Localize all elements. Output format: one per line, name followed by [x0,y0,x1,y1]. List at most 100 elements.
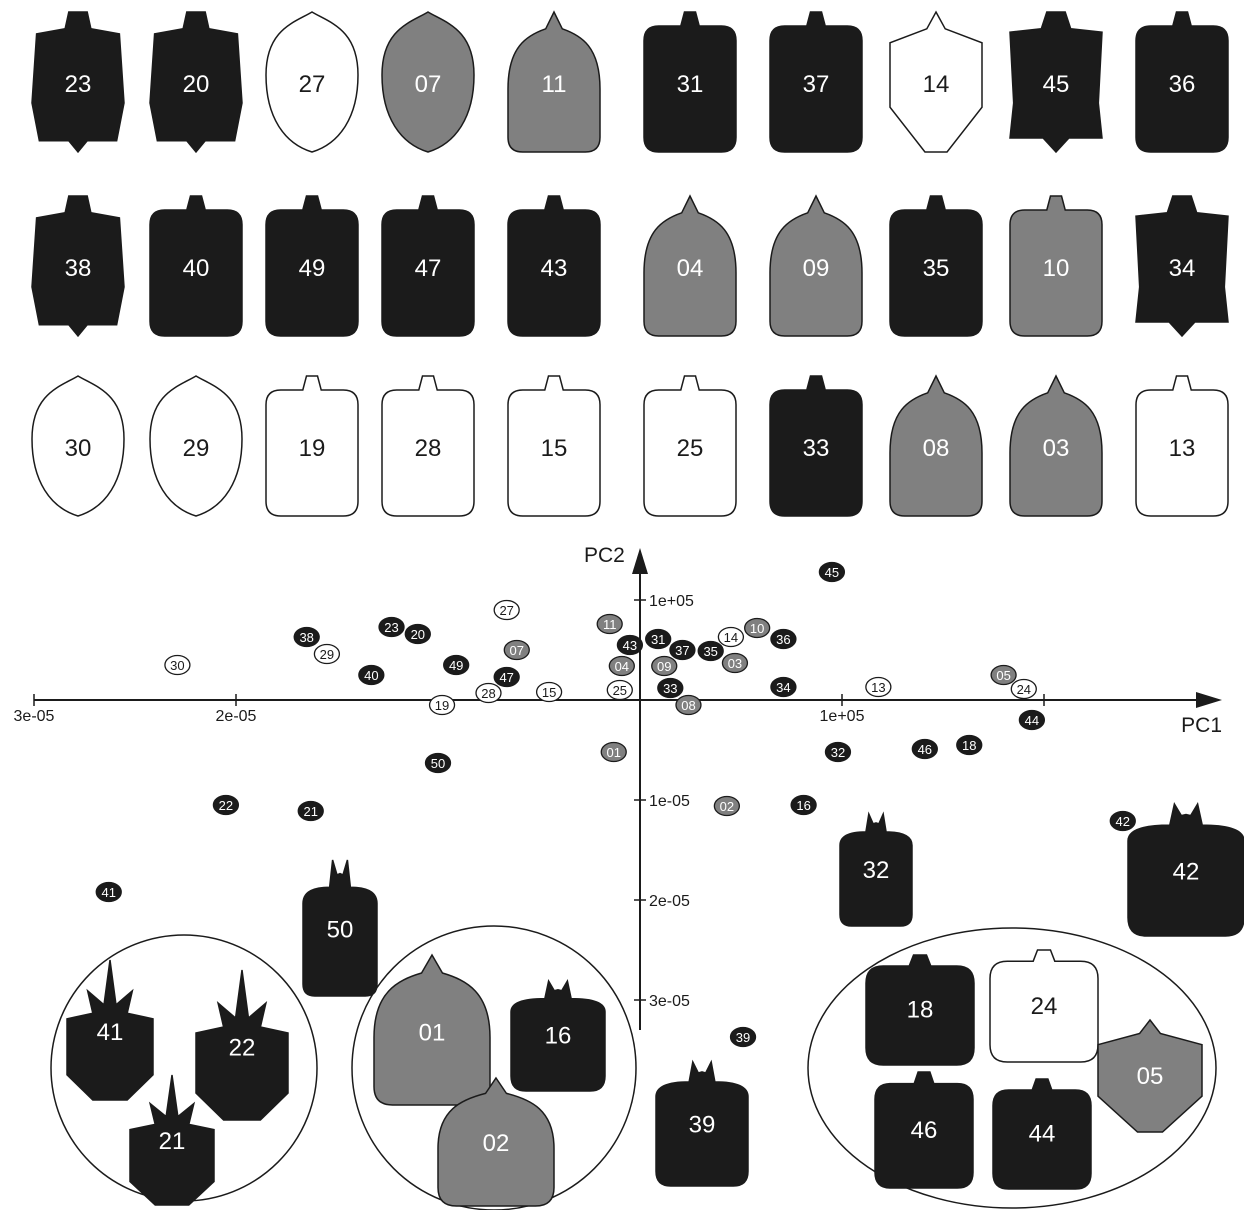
point-marker [535,681,563,703]
callout-leaf-22: 22 [195,969,289,1121]
callout-group-middle: 01 16 02 [351,925,637,1210]
leaf-silhouette-icon [149,195,243,337]
scatter-point-33: 33 [657,677,684,699]
leaf-silhouette-icon [889,195,983,337]
leaf-id-label: 36 [1169,71,1196,98]
point-marker [911,738,938,760]
leaf-silhouette-icon [989,949,1099,1063]
leaf-silhouette-icon [865,954,975,1066]
leaf-id-label: 03 [1043,435,1070,462]
callout-group-left: 41 22 21 [50,934,318,1206]
point-marker [770,628,797,650]
gallery-leaf-40: 40 [149,195,243,337]
leaf-silhouette-icon [373,953,491,1106]
leaf-silhouette-icon [889,374,983,517]
leaf-silhouette-icon [1009,11,1103,154]
point-marker [657,677,684,699]
leaf-silhouette-icon [1135,195,1229,338]
callout-leaf-46: 46 [874,1071,974,1189]
leaf-silhouette-icon [655,1059,749,1187]
point-marker [675,694,702,716]
leaf-id-label: 46 [911,1117,938,1144]
leaf-id-label: 23 [65,71,92,98]
gallery-leaf-36: 36 [1135,11,1229,153]
gallery-leaf-11: 11 [507,10,601,153]
point-marker [824,741,852,763]
point-label: 23 [384,620,398,635]
scatter-point-19: 19 [428,694,456,716]
scatter-point-39: 39 [729,1026,757,1048]
point-label: 03 [728,656,742,671]
scatter-point-18: 18 [956,734,983,756]
point-label: 01 [607,745,621,760]
leaf-silhouette-icon [381,195,475,337]
leaf-id-label: 41 [97,1019,124,1046]
scatter-point-02: 02 [713,795,741,817]
leaf-id-label: 31 [677,71,704,98]
x-axis-arrow-icon [1196,692,1222,708]
point-label: 21 [304,804,318,819]
point-label: 39 [736,1030,750,1045]
group-boundary [351,925,637,1210]
point-marker [1010,678,1037,700]
scatter-point-38: 38 [293,626,320,648]
leaf-id-label: 09 [803,255,830,282]
point-label: 09 [657,659,671,674]
point-label: 30 [170,658,184,673]
callout-leaf-50: 50 [302,859,378,997]
x-tick-label: 2e-05 [216,708,257,725]
callout-leaf-44: 44 [992,1078,1092,1190]
leaf-id-label: 19 [299,435,326,462]
scatter-point-22: 22 [212,794,240,816]
leaf-id-label: 43 [541,255,568,282]
leaf-id-label: 27 [299,71,326,98]
y-tick-label: 3e-05 [649,993,690,1010]
scatter-point-42: 42 [1109,810,1136,832]
group-boundary [807,927,1217,1209]
point-marker [616,634,644,656]
point-label: 07 [510,643,524,658]
scatter-point-04: 04 [608,655,635,677]
gallery-leaf-34: 34 [1135,195,1229,338]
leaf-silhouette-icon [1009,195,1103,337]
leaf-silhouette-icon [889,10,983,153]
point-label: 32 [831,745,845,760]
leaf-silhouette-icon [507,375,601,517]
point-label: 50 [431,756,445,771]
leaf-id-label: 18 [907,997,934,1024]
leaf-silhouette-icon [195,969,289,1121]
point-label: 22 [219,798,233,813]
leaf-silhouette-icon [507,10,601,153]
point-label: 41 [102,885,116,900]
leaf-id-label: 22 [229,1035,256,1062]
point-marker [729,1026,757,1048]
leaf-silhouette-icon [769,194,863,337]
leaf-silhouette-icon [31,11,125,154]
gallery-leaf-19: 19 [265,375,359,517]
point-label: 35 [703,644,717,659]
point-marker [744,617,771,639]
gallery-leaf-15: 15 [507,375,601,517]
gallery-leaf-31: 31 [643,11,737,153]
scatter-point-46: 46 [911,738,938,760]
leaf-silhouette-icon [1135,11,1229,153]
gallery-leaf-08: 08 [889,374,983,517]
callout-leaf-32: 32 [839,811,913,927]
leaf-silhouette-icon [149,11,243,154]
scatter-point-28: 28 [475,682,502,704]
point-label: 11 [603,617,617,632]
gallery-leaf-45: 45 [1009,11,1103,154]
gallery-leaf-04: 04 [643,194,737,337]
gallery-leaf-07: 07 [381,11,475,153]
x-tick-label: 1e+05 [820,708,865,725]
leaf-id-label: 39 [689,1112,716,1139]
scatter-point-40: 40 [358,664,385,686]
leaf-silhouette-icon [769,375,863,517]
scatter-point-41: 41 [95,881,122,903]
leaf-id-label: 21 [159,1128,186,1155]
leaf-silhouette-icon [643,375,737,517]
y-tick-label: 2e-05 [649,893,690,910]
leaf-id-label: 50 [327,917,354,944]
point-label: 37 [675,643,689,658]
leaf-id-label: 32 [863,857,890,884]
